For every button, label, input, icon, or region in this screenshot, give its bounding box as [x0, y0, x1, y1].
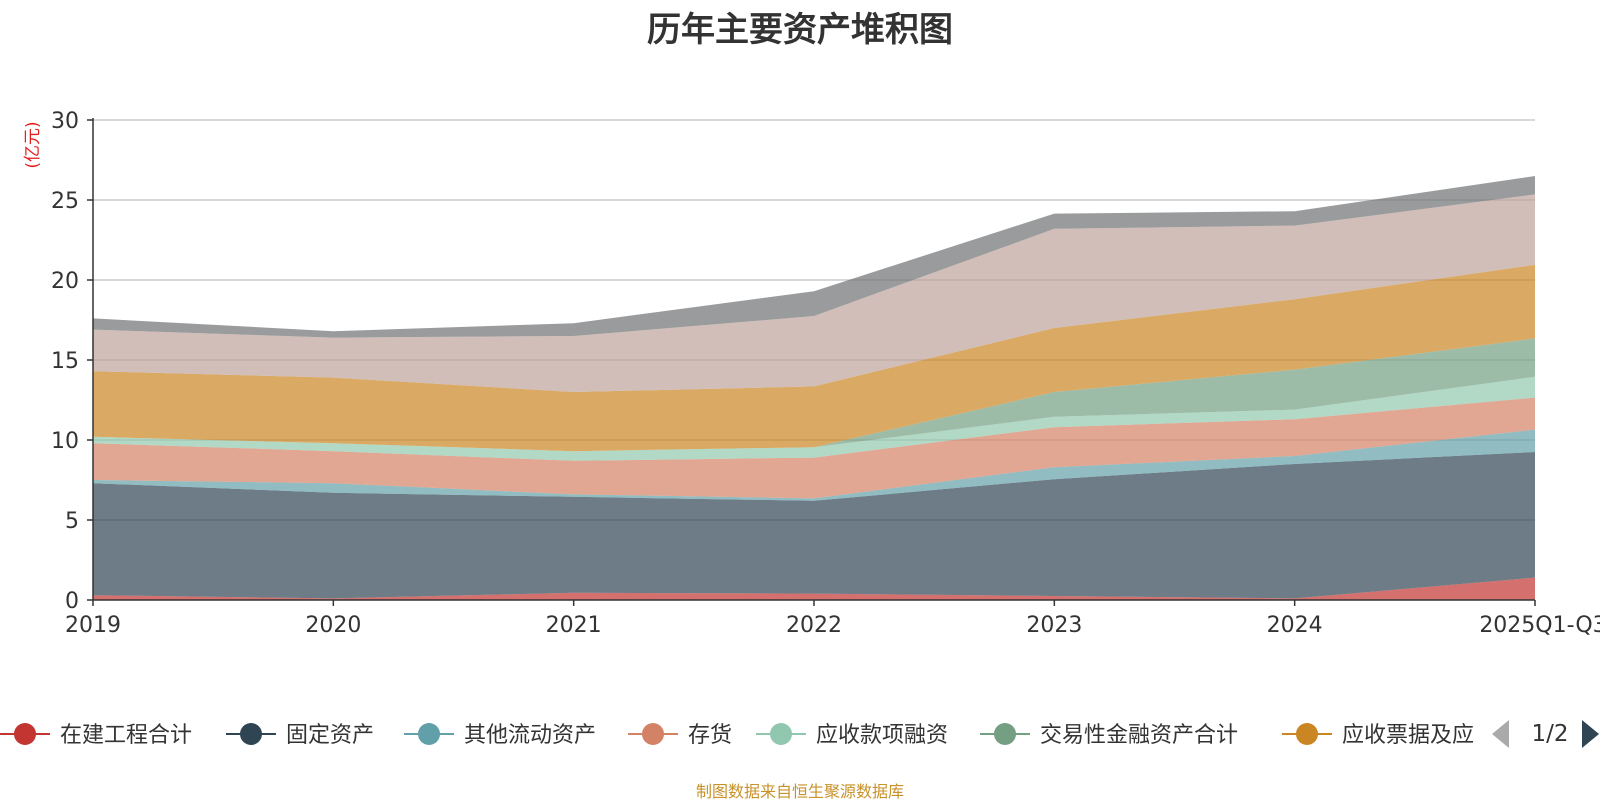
x-tick-label: 2020	[305, 613, 361, 638]
area-存货[interactable]	[93, 397, 1535, 499]
y-tick-label: 25	[51, 189, 79, 214]
y-tick-label: 15	[51, 349, 79, 374]
legend-dot-icon	[418, 723, 440, 745]
y-tick-label: 0	[65, 589, 79, 614]
x-tick-label: 2019	[65, 613, 121, 638]
x-tick-label: 2024	[1267, 613, 1323, 638]
legend-dot-icon	[642, 723, 664, 745]
area-应收票据及应收账款[interactable]	[93, 264, 1535, 452]
x-tick-label: 2025Q1-Q3	[1479, 613, 1600, 638]
legend-dot-icon	[14, 723, 36, 745]
y-tick-label: 20	[51, 269, 79, 294]
area-固定资产[interactable]	[93, 452, 1535, 599]
legend-dot-icon	[994, 723, 1016, 745]
legend-label: 固定资产	[286, 723, 374, 748]
legend-label: 其他流动资产	[464, 723, 596, 748]
y-tick-label: 30	[51, 109, 79, 134]
area-在建工程合计[interactable]	[93, 577, 1535, 600]
legend-dot-icon	[240, 723, 262, 745]
source-note: 制图数据来自恒生聚源数据库	[695, 782, 904, 801]
legend-item[interactable]: 固定资产	[226, 723, 374, 748]
area-其他[interactable]	[93, 176, 1535, 338]
legend-dot-icon	[1296, 723, 1318, 745]
x-tick-label: 2021	[546, 613, 602, 638]
x-tick-label: 2023	[1026, 613, 1082, 638]
area-其他流动资产[interactable]	[93, 429, 1535, 501]
y-axis-unit-label: (亿元)	[23, 121, 43, 168]
area-应收款项融资[interactable]	[93, 376, 1535, 461]
legend-label: 应收款项融资	[816, 723, 948, 748]
legend-item[interactable]: 存货	[628, 723, 732, 748]
area-货币资金[interactable]	[93, 194, 1535, 392]
x-tick-label: 2022	[786, 613, 842, 638]
y-tick-label: 10	[51, 429, 79, 454]
legend-label: 应收票据及应	[1342, 723, 1474, 748]
y-tick-label: 5	[65, 509, 79, 534]
legend-item[interactable]: 交易性金融资产合计	[980, 723, 1238, 748]
legend-label: 交易性金融资产合计	[1040, 723, 1238, 748]
axes: 0 5 10 15 20 25 30 2019 2020 2021 2022 2023 2024 2025…	[51, 109, 1600, 638]
legend-label: 在建工程合计	[60, 723, 192, 748]
legend-dot-icon	[770, 723, 792, 745]
legend-pager[interactable]: 1/2	[1492, 720, 1599, 748]
legend: 在建工程合计 固定资产 其他流动资产 存货 应收款项融资 交易性金融资产合计 应收票据及应	[0, 723, 1474, 748]
legend-item[interactable]: 其他流动资产	[404, 723, 596, 748]
legend-item[interactable]: 在建工程合计	[0, 723, 192, 748]
legend-prev-icon[interactable]	[1492, 720, 1509, 748]
legend-label: 存货	[688, 723, 732, 748]
legend-page-label: 1/2	[1531, 721, 1568, 747]
area-交易性金融资产合计[interactable]	[93, 338, 1535, 452]
area-series	[93, 176, 1535, 600]
legend-next-icon[interactable]	[1582, 720, 1599, 748]
legend-item[interactable]: 应收款项融资	[756, 723, 948, 748]
chart-title: 历年主要资产堆积图	[647, 10, 953, 50]
legend-item[interactable]: 应收票据及应	[1282, 723, 1474, 748]
